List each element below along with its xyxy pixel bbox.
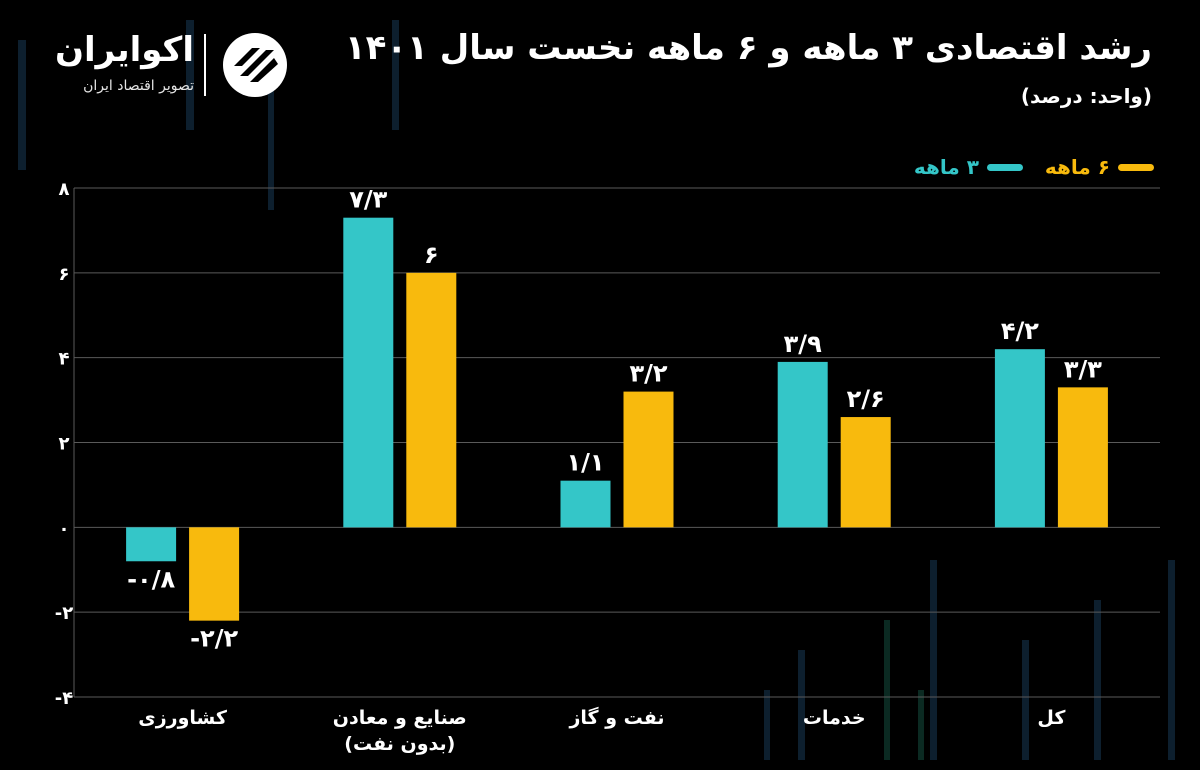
brand-logo: اکوایران تصویر اقتصاد ایران <box>44 30 304 100</box>
legend-swatch-six-month <box>1118 163 1154 171</box>
chart-legend: ۶ ماهه ۳ ماهه <box>914 155 1154 179</box>
x-tick-label: کشاورزی <box>138 707 228 729</box>
y-tick-label: -۴ <box>55 688 73 709</box>
y-tick-label: ۸ <box>59 179 70 200</box>
data-label: ۶ <box>424 241 439 269</box>
bar <box>126 527 177 562</box>
legend-swatch-three-month <box>986 163 1023 171</box>
brand-tagline: تصویر اقتصاد ایران <box>83 78 194 94</box>
bar <box>777 361 828 528</box>
bar <box>840 417 891 528</box>
logo-divider <box>204 34 206 96</box>
x-tick-label: نفت و گاز <box>568 706 664 729</box>
chart-subtitle: (واحد: درصد) <box>1020 84 1152 108</box>
data-label: ۴/۲ <box>1001 317 1039 345</box>
bar <box>343 217 394 528</box>
y-tick-label: ۲ <box>59 434 70 455</box>
legend-label-six-month: ۶ ماهه <box>1044 155 1110 179</box>
data-label: -۰/۸ <box>127 565 175 593</box>
data-label: ۳/۹ <box>784 330 822 358</box>
data-label: ۷/۳ <box>349 186 387 214</box>
x-tick-label: خدمات <box>803 707 866 729</box>
data-label: ۳/۲ <box>629 360 667 388</box>
y-tick-label: -۲ <box>55 603 73 624</box>
chart-title: رشد اقتصادی ۳ ماهه و ۶ ماهه نخست سال ۱۴۰… <box>344 28 1152 68</box>
bar <box>406 272 457 528</box>
data-label: ۱/۱ <box>566 449 604 477</box>
brand-mark-icon <box>223 33 287 97</box>
data-label: ۳/۳ <box>1064 355 1102 383</box>
bar <box>1057 387 1108 528</box>
legend-label-three-month: ۳ ماهه <box>913 155 979 179</box>
bar <box>189 527 240 621</box>
y-tick-label: ۴ <box>59 349 70 370</box>
data-label: ۲/۶ <box>847 385 885 413</box>
bar <box>994 349 1045 528</box>
brand-name: اکوایران <box>55 30 194 70</box>
x-tick-label: (بدون نفت) <box>344 733 455 755</box>
x-tick-label: صنایع و معادن <box>333 707 467 729</box>
x-tick-label: کل <box>1037 707 1066 729</box>
bar <box>560 480 611 528</box>
data-label: -۲/۲ <box>190 625 238 653</box>
bar <box>623 391 674 528</box>
y-tick-label: ۶ <box>59 264 70 285</box>
y-tick-label: ۰ <box>59 518 70 539</box>
legend-item-six-month: ۶ ماهه <box>1045 155 1154 179</box>
legend-item-three-month: ۳ ماهه <box>914 155 1023 179</box>
